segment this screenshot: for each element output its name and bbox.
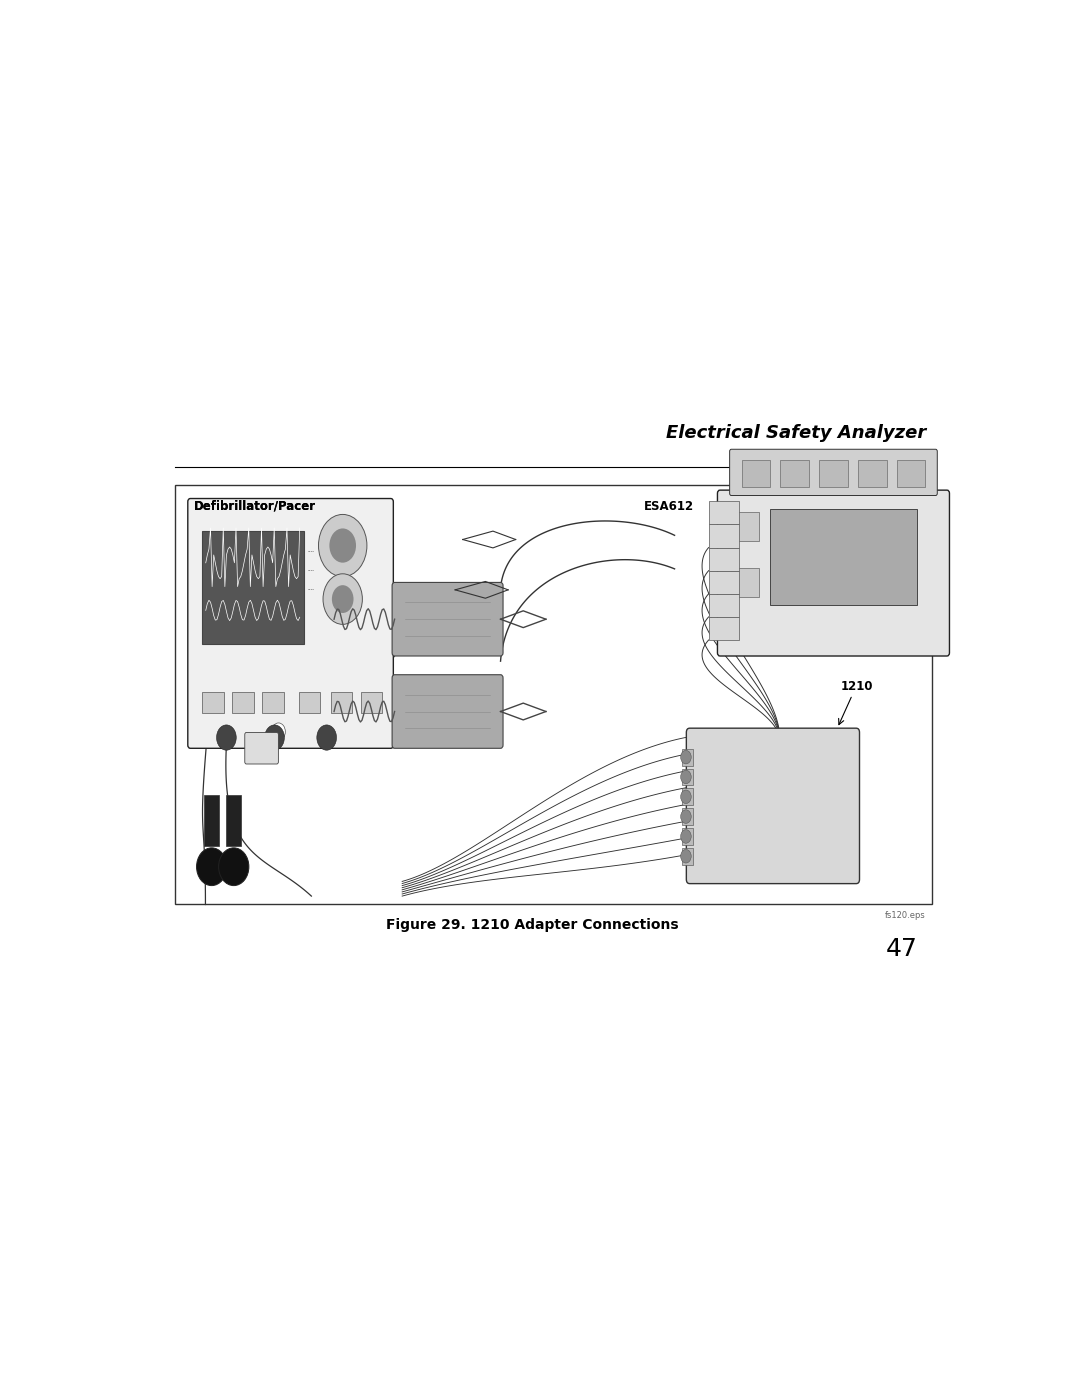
Text: fs120.eps: fs120.eps — [886, 911, 926, 921]
FancyBboxPatch shape — [392, 675, 503, 749]
Bar — [781, 460, 809, 488]
Text: Using the 1210 Adapter: Using the 1210 Adapter — [744, 460, 926, 475]
Bar — [742, 460, 770, 488]
FancyBboxPatch shape — [245, 732, 279, 764]
Text: ----: ---- — [308, 569, 314, 573]
Bar — [708, 502, 739, 524]
Text: ----: ---- — [308, 549, 314, 555]
Bar — [330, 693, 352, 714]
Bar — [298, 693, 320, 714]
Text: ----: ---- — [308, 588, 314, 592]
Bar — [708, 594, 739, 617]
Bar — [731, 569, 758, 597]
Circle shape — [272, 722, 285, 740]
Bar — [819, 460, 848, 488]
Circle shape — [332, 585, 353, 613]
Circle shape — [319, 514, 367, 577]
Text: Figure 29. 1210 Adapter Connections: Figure 29. 1210 Adapter Connections — [387, 918, 678, 932]
Ellipse shape — [218, 848, 248, 886]
FancyBboxPatch shape — [730, 450, 937, 496]
Bar — [708, 524, 739, 548]
FancyBboxPatch shape — [687, 728, 860, 884]
Circle shape — [329, 528, 356, 563]
Bar — [770, 510, 917, 605]
FancyBboxPatch shape — [175, 485, 932, 904]
FancyBboxPatch shape — [392, 583, 503, 657]
Bar — [202, 693, 224, 714]
Bar — [683, 828, 693, 845]
Text: Defibrillator/Pacer: Defibrillator/Pacer — [194, 500, 316, 513]
Circle shape — [680, 810, 691, 823]
Text: 1210: 1210 — [841, 680, 874, 693]
Bar — [683, 749, 693, 766]
Bar — [896, 460, 926, 488]
Text: ESA612: ESA612 — [645, 500, 694, 513]
Circle shape — [217, 725, 237, 750]
Bar — [262, 693, 284, 714]
Circle shape — [316, 725, 337, 750]
Text: 47: 47 — [886, 937, 918, 961]
Bar — [731, 513, 758, 541]
Circle shape — [265, 725, 284, 750]
Circle shape — [680, 789, 691, 803]
Bar — [204, 795, 219, 845]
Bar — [708, 617, 739, 640]
Bar — [683, 788, 693, 805]
Bar — [683, 848, 693, 865]
FancyBboxPatch shape — [717, 490, 949, 657]
Bar — [708, 571, 739, 594]
Circle shape — [680, 849, 691, 863]
Bar — [683, 768, 693, 785]
Bar — [202, 531, 303, 644]
FancyBboxPatch shape — [188, 499, 393, 749]
Circle shape — [680, 770, 691, 784]
Bar — [858, 460, 887, 488]
Ellipse shape — [197, 848, 227, 886]
Text: Defibrillator/Pacer: Defibrillator/Pacer — [194, 500, 316, 513]
Bar — [361, 693, 382, 714]
Text: Electrical Safety Analyzer: Electrical Safety Analyzer — [665, 423, 926, 441]
Bar — [226, 795, 241, 845]
Bar — [683, 809, 693, 826]
Circle shape — [680, 750, 691, 764]
Circle shape — [323, 574, 363, 624]
Circle shape — [680, 830, 691, 844]
Bar — [708, 548, 739, 571]
Bar — [232, 693, 254, 714]
